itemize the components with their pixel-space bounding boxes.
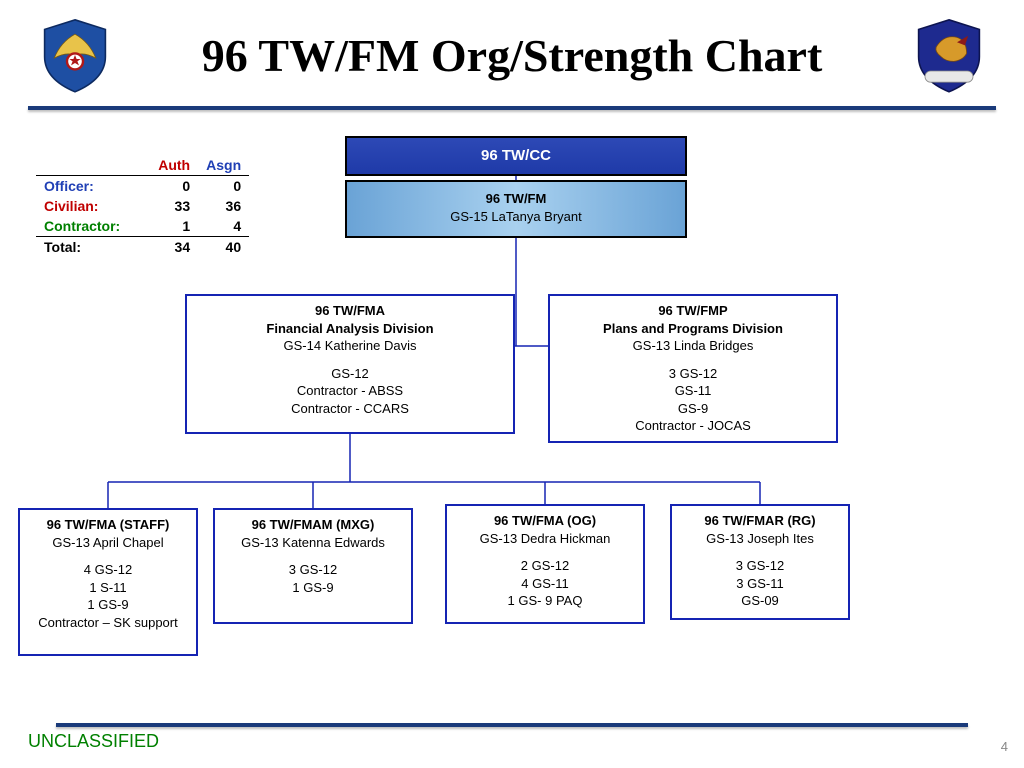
org-rg-lead: GS-13 Joseph Ites [676, 530, 844, 548]
org-box-fmp: 96 TW/FMP Plans and Programs Division GS… [548, 294, 838, 443]
org-fma-l3: Contractor - CCARS [191, 400, 509, 418]
org-fmp-l2: GS-11 [554, 382, 832, 400]
org-box-og: 96 TW/FMA (OG) GS-13 Dedra Hickman 2 GS-… [445, 504, 645, 624]
org-og-l2: 4 GS-11 [451, 575, 639, 593]
org-staff-l2: 1 S-11 [24, 579, 192, 597]
org-og-l3: 1 GS- 9 PAQ [451, 592, 639, 610]
org-rg-l2: 3 GS-11 [676, 575, 844, 593]
org-staff-lead: GS-13 April Chapel [24, 534, 192, 552]
footer-rule [56, 723, 968, 727]
org-fmp-l1: 3 GS-12 [554, 365, 832, 383]
org-staff-l4: Contractor – SK support [24, 614, 192, 632]
org-og-l1: 2 GS-12 [451, 557, 639, 575]
classification-label: UNCLASSIFIED [28, 731, 996, 752]
org-box-cc: 96 TW/CC [345, 136, 687, 176]
org-staff-title: 96 TW/FMA (STAFF) [24, 516, 192, 534]
org-fm-lead: GS-15 LaTanya Bryant [347, 208, 685, 226]
org-box-fma: 96 TW/FMA Financial Analysis Division GS… [185, 294, 515, 434]
org-mxg-l2: 1 GS-9 [219, 579, 407, 597]
org-mxg-title: 96 TW/FMAM (MXG) [219, 516, 407, 534]
footer: UNCLASSIFIED [0, 709, 1024, 768]
org-staff-l3: 1 GS-9 [24, 596, 192, 614]
org-fmp-lead: GS-13 Linda Bridges [554, 337, 832, 355]
org-fm-title: 96 TW/FM [347, 190, 685, 208]
org-box-rg: 96 TW/FMAR (RG) GS-13 Joseph Ites 3 GS-1… [670, 504, 850, 620]
org-fmp-sub: Plans and Programs Division [554, 320, 832, 338]
emblem-right-icon [904, 10, 994, 100]
org-mxg-l1: 3 GS-12 [219, 561, 407, 579]
org-og-lead: GS-13 Dedra Hickman [451, 530, 639, 548]
org-fma-sub: Financial Analysis Division [191, 320, 509, 338]
org-chart: 96 TW/CC 96 TW/FM GS-15 LaTanya Bryant 9… [0, 130, 1024, 690]
org-mxg-lead: GS-13 Katenna Edwards [219, 534, 407, 552]
page-title: 96 TW/FM Org/Strength Chart [120, 29, 904, 82]
org-fmp-l4: Contractor - JOCAS [554, 417, 832, 435]
org-fma-l1: GS-12 [191, 365, 509, 383]
org-rg-l3: GS-09 [676, 592, 844, 610]
org-box-mxg: 96 TW/FMAM (MXG) GS-13 Katenna Edwards 3… [213, 508, 413, 624]
org-fma-l2: Contractor - ABSS [191, 382, 509, 400]
org-rg-title: 96 TW/FMAR (RG) [676, 512, 844, 530]
org-staff-l1: 4 GS-12 [24, 561, 192, 579]
emblem-left-icon [30, 10, 120, 100]
org-fma-title: 96 TW/FMA [191, 302, 509, 320]
org-fma-lead: GS-14 Katherine Davis [191, 337, 509, 355]
page-number: 4 [1001, 739, 1008, 754]
org-rg-l1: 3 GS-12 [676, 557, 844, 575]
org-fmp-title: 96 TW/FMP [554, 302, 832, 320]
org-box-staff: 96 TW/FMA (STAFF) GS-13 April Chapel 4 G… [18, 508, 198, 656]
org-cc-title: 96 TW/CC [347, 146, 685, 166]
header: 96 TW/FM Org/Strength Chart [0, 0, 1024, 100]
org-og-title: 96 TW/FMA (OG) [451, 512, 639, 530]
header-rule [28, 106, 996, 110]
org-fmp-l3: GS-9 [554, 400, 832, 418]
org-box-fm: 96 TW/FM GS-15 LaTanya Bryant [345, 180, 687, 238]
